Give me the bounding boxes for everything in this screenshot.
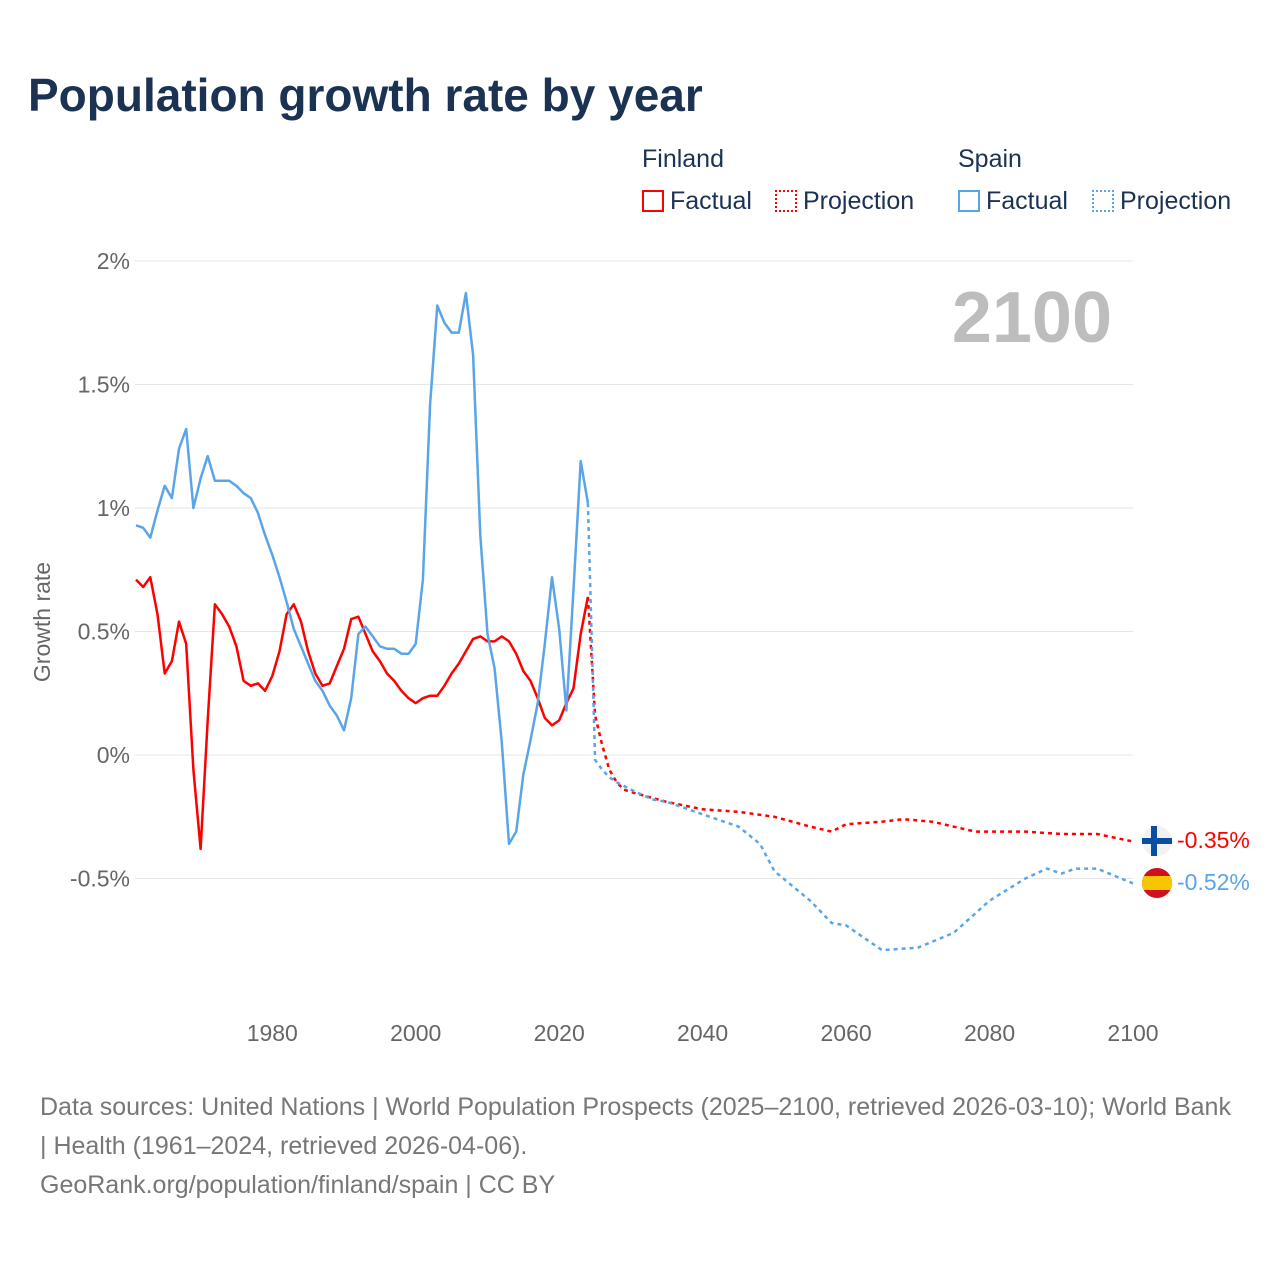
legend-label: Projection bbox=[1120, 187, 1232, 215]
y-tick-label: 0.5% bbox=[78, 619, 130, 645]
finland-factual-line bbox=[135, 575, 590, 851]
spain-end-label: -0.52% bbox=[1177, 869, 1250, 895]
y-axis-label: Growth rate bbox=[29, 562, 55, 682]
x-tick-label: 1980 bbox=[247, 1020, 298, 1046]
y-tick-label: 1.5% bbox=[78, 372, 130, 398]
x-tick-label: 2020 bbox=[534, 1020, 585, 1046]
footer: Data sources: United Nations | World Pop… bbox=[40, 1088, 1240, 1205]
x-tick-label: 2060 bbox=[821, 1020, 872, 1046]
legend-swatch-solid bbox=[642, 190, 664, 212]
data-sources: Data sources: United Nations | World Pop… bbox=[40, 1093, 1231, 1160]
credit-link[interactable]: GeoRank.org/population/finland/spain | C… bbox=[40, 1171, 556, 1199]
legend-finland-factual[interactable]: Factual bbox=[642, 187, 752, 216]
legend-swatch-dotted bbox=[1092, 190, 1114, 212]
x-tick-label: 2000 bbox=[390, 1020, 441, 1046]
finland-flag-icon bbox=[1142, 826, 1172, 856]
x-tick-label: 2040 bbox=[677, 1020, 728, 1046]
legend-spain-projection[interactable]: Projection bbox=[1092, 187, 1231, 216]
x-tick-label: 2080 bbox=[964, 1020, 1015, 1046]
legend-swatch-dotted bbox=[775, 190, 797, 212]
legend-swatch-solid bbox=[958, 190, 980, 212]
y-tick-label: 1% bbox=[97, 495, 130, 521]
finland-projection-line bbox=[586, 596, 1134, 843]
legend-label: Factual bbox=[986, 187, 1068, 215]
legend-group-spain: Spain bbox=[958, 145, 1022, 173]
legend-label: Factual bbox=[670, 187, 752, 215]
year-watermark: 2100 bbox=[952, 278, 1112, 358]
legend-spain-factual[interactable]: Factual bbox=[958, 187, 1068, 216]
legend-finland-projection[interactable]: Projection bbox=[775, 187, 914, 216]
spain-flag-icon bbox=[1142, 868, 1172, 898]
y-tick-label: -0.5% bbox=[70, 866, 130, 892]
y-tick-label: 0% bbox=[97, 742, 130, 768]
spain-factual-line bbox=[135, 291, 590, 846]
y-tick-label: 2% bbox=[97, 248, 130, 274]
spain-projection-line bbox=[586, 503, 1134, 952]
legend-label: Projection bbox=[803, 187, 915, 215]
chart-title: Population growth rate by year bbox=[28, 69, 703, 121]
finland-end-label: -0.35% bbox=[1177, 827, 1250, 853]
legend-group-finland: Finland bbox=[642, 145, 724, 173]
x-tick-label: 2100 bbox=[1107, 1020, 1158, 1046]
